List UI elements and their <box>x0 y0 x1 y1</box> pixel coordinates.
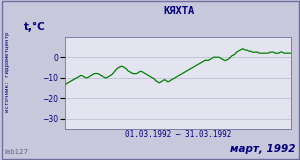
Text: t,°C: t,°C <box>24 22 46 32</box>
Text: lab127: lab127 <box>4 149 28 155</box>
Text: источник: гидрометцентр: источник: гидрометцентр <box>5 32 10 112</box>
Text: КЯХТА: КЯХТА <box>163 6 194 16</box>
Text: 01.03.1992 – 31.03.1992: 01.03.1992 – 31.03.1992 <box>125 130 232 139</box>
Text: март, 1992: март, 1992 <box>230 144 296 154</box>
